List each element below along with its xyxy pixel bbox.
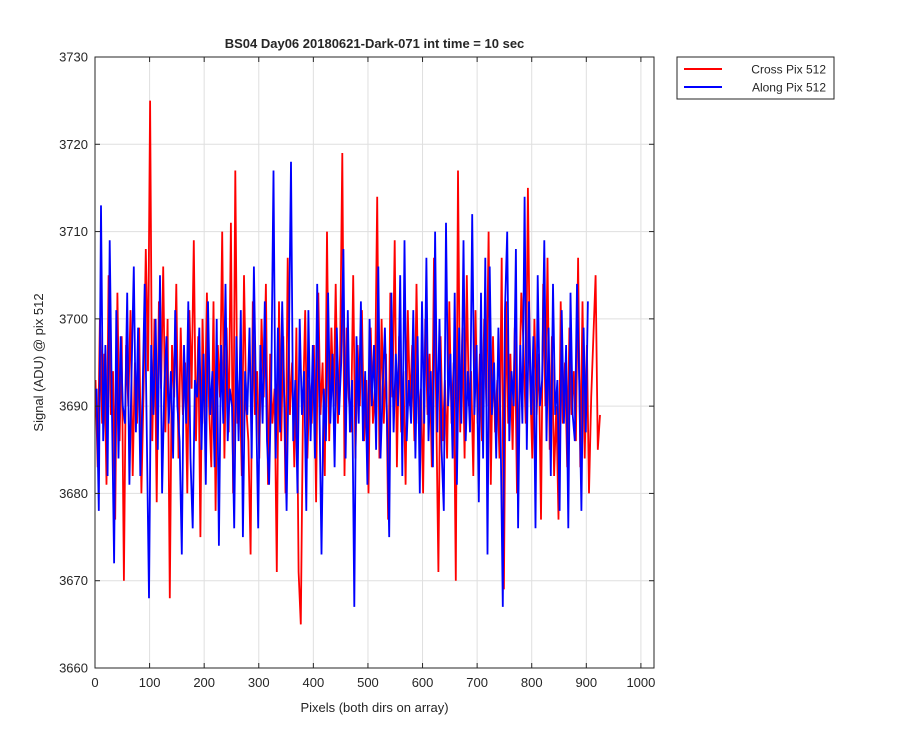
y-tick-label: 3670 [59,573,88,588]
legend: Cross Pix 512 Along Pix 512 [676,56,835,100]
x-axis-label: Pixels (both dirs on array) [300,700,448,715]
y-tick-label: 3690 [59,399,88,414]
x-tick-label: 500 [357,675,379,690]
y-tick-label: 3710 [59,224,88,239]
y-tick-label: 3720 [59,137,88,152]
series-layer [94,100,601,625]
axis-ticks: 0 100 200 300 400 500 600 700 800 900 1000 3660 3670… [59,50,655,691]
legend-label-cross-pix: Cross Pix 512 [751,63,826,77]
chart-title: BS04 Day06 20180621-Dark-071 int time = … [225,36,525,51]
x-tick-label: 100 [139,675,161,690]
y-tick-label: 3700 [59,311,88,326]
plot-frame [94,56,655,669]
x-tick-label: 200 [193,675,215,690]
y-tick-label: 3660 [59,661,88,676]
x-tick-label: 800 [521,675,543,690]
series-line-along-pix-512 [95,161,589,607]
x-tick-label: 900 [575,675,597,690]
legend-box [676,56,835,100]
x-tick-label: 400 [303,675,325,690]
legend-label-along-pix: Along Pix 512 [752,81,826,95]
x-tick-label: 0 [91,675,98,690]
y-axis-label: Signal (ADU) @ pix 512 [31,293,46,431]
x-tick-label: 700 [466,675,488,690]
x-tick-label: 600 [412,675,434,690]
x-tick-label: 300 [248,675,270,690]
y-tick-label: 3730 [59,50,88,65]
y-tick-label: 3680 [59,486,88,501]
x-tick-label: 1000 [626,675,655,690]
